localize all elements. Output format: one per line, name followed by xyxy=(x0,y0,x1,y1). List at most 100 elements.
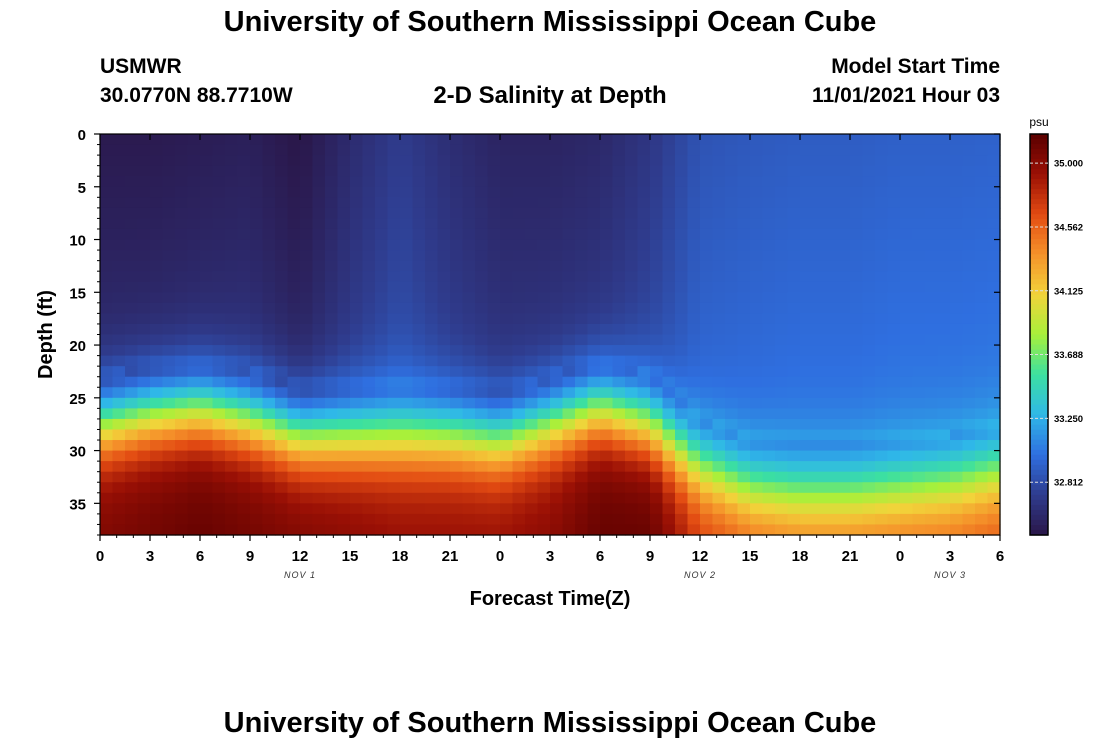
heatmap-cell xyxy=(662,376,676,388)
heatmap-cell xyxy=(550,313,564,325)
heatmap-cell xyxy=(637,186,651,198)
heatmap-cell xyxy=(575,450,589,462)
heatmap-cell xyxy=(862,461,876,473)
heatmap-cell xyxy=(162,345,176,357)
heatmap-cell xyxy=(762,429,776,441)
heatmap-cell xyxy=(125,292,139,304)
colorbar-segment xyxy=(1030,189,1048,195)
heatmap-cell xyxy=(787,239,801,251)
heatmap-cell xyxy=(462,165,476,177)
heatmap-cell xyxy=(750,366,764,378)
heatmap-cell xyxy=(287,207,301,220)
heatmap-cell xyxy=(750,165,764,177)
heatmap-cell xyxy=(787,334,801,346)
heatmap-cell xyxy=(875,397,889,409)
heatmap-cell xyxy=(337,176,351,188)
heatmap-cell xyxy=(912,418,926,431)
heatmap-cell xyxy=(537,418,551,431)
heatmap-cell xyxy=(287,313,301,325)
heatmap-cell xyxy=(237,376,251,388)
heatmap-cell xyxy=(787,461,801,473)
colorbar-segment xyxy=(1030,459,1048,466)
heatmap-cell xyxy=(500,418,514,431)
heatmap-cell xyxy=(300,250,314,262)
heatmap-cell xyxy=(250,197,264,209)
heatmap-cell xyxy=(175,450,189,462)
heatmap-cell xyxy=(337,302,351,314)
page-title: University of Southern Mississippi Ocean… xyxy=(223,6,877,38)
heatmap-cell xyxy=(800,197,814,209)
colorbar-segment xyxy=(1030,439,1048,446)
heatmap-cell xyxy=(987,345,1001,357)
heatmap-cell xyxy=(412,134,426,146)
heatmap-cell xyxy=(812,302,826,314)
heatmap-cell xyxy=(700,281,714,293)
heatmap-cell xyxy=(487,366,501,378)
heatmap-cell xyxy=(575,376,589,388)
heatmap-cell xyxy=(912,397,926,409)
heatmap-cell xyxy=(262,524,276,536)
colorbar-segment xyxy=(1030,349,1048,356)
heatmap-cell xyxy=(987,197,1001,209)
heatmap-cell xyxy=(975,513,989,526)
colorbar-segment xyxy=(1030,499,1048,506)
x-tick-label: 21 xyxy=(842,548,859,565)
heatmap-cell xyxy=(400,355,414,367)
heatmap-cell xyxy=(750,176,764,188)
heatmap-cell xyxy=(312,355,326,367)
heatmap-cell xyxy=(187,513,201,526)
heatmap-cell xyxy=(475,271,489,283)
heatmap-cell xyxy=(275,144,289,156)
heatmap-cell xyxy=(762,387,776,399)
heatmap-cell xyxy=(850,461,864,473)
heatmap-cell xyxy=(562,186,576,198)
heatmap-cell xyxy=(362,250,376,262)
heatmap-cell xyxy=(437,482,451,494)
heatmap-cell xyxy=(325,176,339,188)
colorbar-segment xyxy=(1030,139,1048,145)
heatmap-cell xyxy=(687,492,701,504)
heatmap-cell xyxy=(225,376,239,388)
heatmap-cell xyxy=(312,440,326,452)
heatmap-cell xyxy=(925,450,939,462)
heatmap-cell xyxy=(187,376,201,388)
heatmap-cell xyxy=(250,366,264,378)
colorbar-segment xyxy=(1030,514,1048,521)
heatmap-cell xyxy=(887,397,901,409)
heatmap-cell xyxy=(262,155,276,167)
colorbar-segment xyxy=(1030,494,1048,501)
heatmap-cell xyxy=(375,418,389,431)
heatmap-cell xyxy=(437,376,451,388)
heatmap-cell xyxy=(325,292,339,304)
x-tick-label: 12 xyxy=(292,548,309,565)
heatmap-cell xyxy=(337,397,351,409)
heatmap-cell xyxy=(462,281,476,293)
heatmap-cell xyxy=(650,503,664,515)
heatmap-cell xyxy=(850,492,864,504)
heatmap-cell xyxy=(700,345,714,357)
heatmap-cell xyxy=(525,345,539,357)
heatmap-cell xyxy=(850,323,864,336)
chart-title: 2-D Salinity at Depth xyxy=(433,82,667,109)
heatmap-cell xyxy=(937,387,951,399)
heatmap-cell xyxy=(962,186,976,198)
heatmap-cell xyxy=(987,524,1001,536)
heatmap-cell xyxy=(775,397,789,409)
heatmap-cell xyxy=(712,503,726,515)
heatmap-cell xyxy=(675,250,689,262)
heatmap-cell xyxy=(137,524,151,536)
heatmap-cell xyxy=(412,397,426,409)
heatmap-cell xyxy=(162,461,176,473)
heatmap-cell xyxy=(937,408,951,420)
heatmap-cell xyxy=(975,387,989,399)
heatmap-cell xyxy=(537,155,551,167)
heatmap-cell xyxy=(400,260,414,272)
colorbar-segment xyxy=(1030,229,1048,235)
heatmap-cell xyxy=(487,165,501,177)
heatmap-cell xyxy=(987,250,1001,262)
heatmap-cell xyxy=(825,176,839,188)
heatmap-cell xyxy=(975,524,989,536)
heatmap-cell xyxy=(675,281,689,293)
heatmap-cell xyxy=(325,376,339,388)
heatmap-cell xyxy=(725,482,739,494)
